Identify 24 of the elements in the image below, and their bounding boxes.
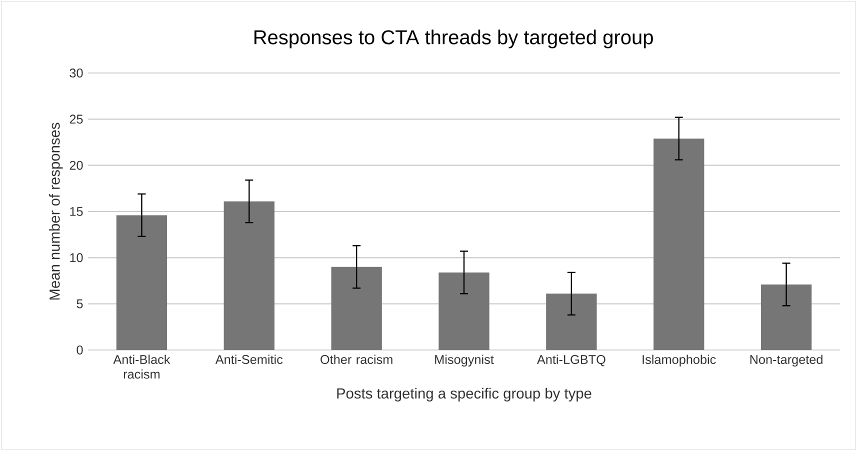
x-tick-label: Anti-LGBTQ: [536, 354, 606, 366]
x-tick-label: Islamophobic: [642, 354, 716, 367]
bar: [760, 284, 812, 350]
y-axis-title: Mean number of responses: [49, 122, 63, 300]
y-tick-label: 5: [76, 299, 83, 308]
chart-title: Responses to CTA threads by targeted group: [254, 30, 653, 48]
y-tick-label: 15: [70, 207, 83, 216]
bar: [438, 272, 490, 350]
y-tick-label: 30: [70, 68, 83, 78]
y-tick-label: 10: [70, 253, 83, 262]
x-tick-label: Misogynist: [435, 354, 494, 367]
x-tick-label: Anti-Semitic: [215, 354, 283, 364]
y-tick-label: 25: [70, 114, 83, 124]
bar: [546, 294, 597, 350]
x-tick-label: Other racism: [320, 354, 392, 364]
y-tick-label: 20: [70, 160, 83, 170]
x-tick-label: Non-targeted: [750, 354, 822, 367]
x-tick-label: Anti-Black racism: [113, 354, 170, 379]
bar: [654, 138, 704, 350]
bar: [116, 215, 168, 350]
y-tick-label: 0: [76, 346, 83, 354]
x-axis-title: Posts targeting a specific group by type: [337, 388, 592, 402]
bar: [224, 201, 274, 350]
bar: [331, 266, 382, 350]
